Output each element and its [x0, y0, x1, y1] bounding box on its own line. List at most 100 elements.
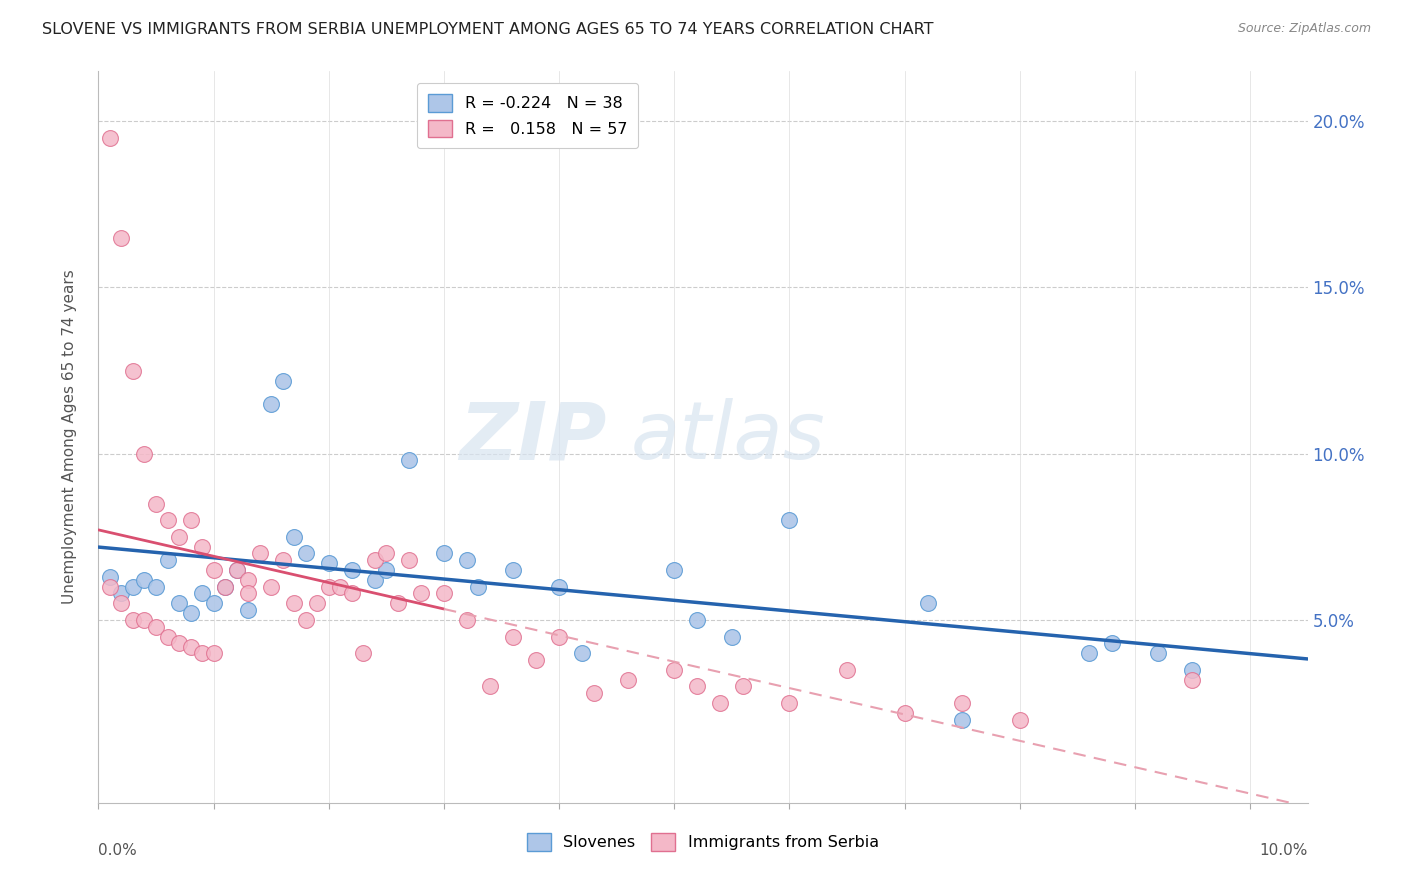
- Point: [122, 580, 145, 594]
- Point: [145, 619, 167, 633]
- Point: [249, 546, 271, 560]
- Point: [156, 553, 179, 567]
- Point: [122, 363, 145, 377]
- Point: [433, 586, 456, 600]
- Point: [134, 573, 156, 587]
- Point: [225, 563, 247, 577]
- Point: [398, 553, 420, 567]
- Point: [387, 596, 409, 610]
- Point: [340, 563, 363, 577]
- Point: [548, 580, 571, 594]
- Point: [582, 686, 605, 700]
- Point: [917, 596, 939, 610]
- Text: ZIP: ZIP: [458, 398, 606, 476]
- Point: [340, 586, 363, 600]
- Point: [318, 580, 340, 594]
- Point: [98, 570, 121, 584]
- Point: [409, 586, 432, 600]
- Point: [122, 613, 145, 627]
- Text: SLOVENE VS IMMIGRANTS FROM SERBIA UNEMPLOYMENT AMONG AGES 65 TO 74 YEARS CORRELA: SLOVENE VS IMMIGRANTS FROM SERBIA UNEMPL…: [42, 22, 934, 37]
- Point: [664, 563, 686, 577]
- Point: [180, 607, 202, 621]
- Point: [260, 580, 283, 594]
- Point: [835, 663, 858, 677]
- Point: [191, 586, 214, 600]
- Point: [502, 563, 524, 577]
- Point: [294, 613, 316, 627]
- Point: [686, 613, 709, 627]
- Point: [214, 580, 236, 594]
- Point: [202, 596, 225, 610]
- Point: [686, 680, 709, 694]
- Point: [456, 553, 478, 567]
- Point: [145, 497, 167, 511]
- Point: [778, 513, 800, 527]
- Point: [733, 680, 755, 694]
- Point: [156, 630, 179, 644]
- Point: [236, 573, 259, 587]
- Point: [524, 653, 547, 667]
- Point: [1008, 713, 1031, 727]
- Point: [191, 646, 214, 660]
- Legend: Slovenes, Immigrants from Serbia: Slovenes, Immigrants from Serbia: [520, 827, 886, 857]
- Point: [433, 546, 456, 560]
- Point: [1147, 646, 1170, 660]
- Point: [375, 563, 398, 577]
- Point: [352, 646, 374, 660]
- Point: [98, 131, 121, 145]
- Point: [307, 596, 329, 610]
- Point: [375, 546, 398, 560]
- Point: [950, 696, 973, 710]
- Point: [156, 513, 179, 527]
- Text: 10.0%: 10.0%: [1260, 843, 1308, 858]
- Point: [225, 563, 247, 577]
- Point: [720, 630, 742, 644]
- Point: [294, 546, 316, 560]
- Point: [778, 696, 800, 710]
- Point: [283, 530, 305, 544]
- Point: [145, 580, 167, 594]
- Point: [110, 230, 132, 244]
- Point: [571, 646, 593, 660]
- Point: [329, 580, 352, 594]
- Text: atlas: atlas: [630, 398, 825, 476]
- Point: [467, 580, 489, 594]
- Point: [134, 613, 156, 627]
- Point: [214, 580, 236, 594]
- Point: [893, 706, 915, 720]
- Point: [318, 557, 340, 571]
- Point: [1077, 646, 1099, 660]
- Point: [271, 374, 294, 388]
- Point: [478, 680, 501, 694]
- Point: [134, 447, 156, 461]
- Point: [180, 640, 202, 654]
- Point: [1181, 673, 1204, 687]
- Point: [364, 553, 387, 567]
- Point: [180, 513, 202, 527]
- Y-axis label: Unemployment Among Ages 65 to 74 years: Unemployment Among Ages 65 to 74 years: [62, 269, 77, 605]
- Point: [398, 453, 420, 467]
- Point: [364, 573, 387, 587]
- Point: [456, 613, 478, 627]
- Point: [1181, 663, 1204, 677]
- Point: [191, 540, 214, 554]
- Point: [271, 553, 294, 567]
- Point: [98, 580, 121, 594]
- Text: Source: ZipAtlas.com: Source: ZipAtlas.com: [1237, 22, 1371, 36]
- Point: [283, 596, 305, 610]
- Point: [236, 603, 259, 617]
- Point: [709, 696, 731, 710]
- Point: [110, 596, 132, 610]
- Point: [617, 673, 640, 687]
- Point: [202, 646, 225, 660]
- Point: [236, 586, 259, 600]
- Point: [167, 636, 190, 650]
- Point: [202, 563, 225, 577]
- Point: [950, 713, 973, 727]
- Point: [664, 663, 686, 677]
- Point: [260, 397, 283, 411]
- Point: [167, 530, 190, 544]
- Point: [110, 586, 132, 600]
- Text: 0.0%: 0.0%: [98, 843, 138, 858]
- Point: [167, 596, 190, 610]
